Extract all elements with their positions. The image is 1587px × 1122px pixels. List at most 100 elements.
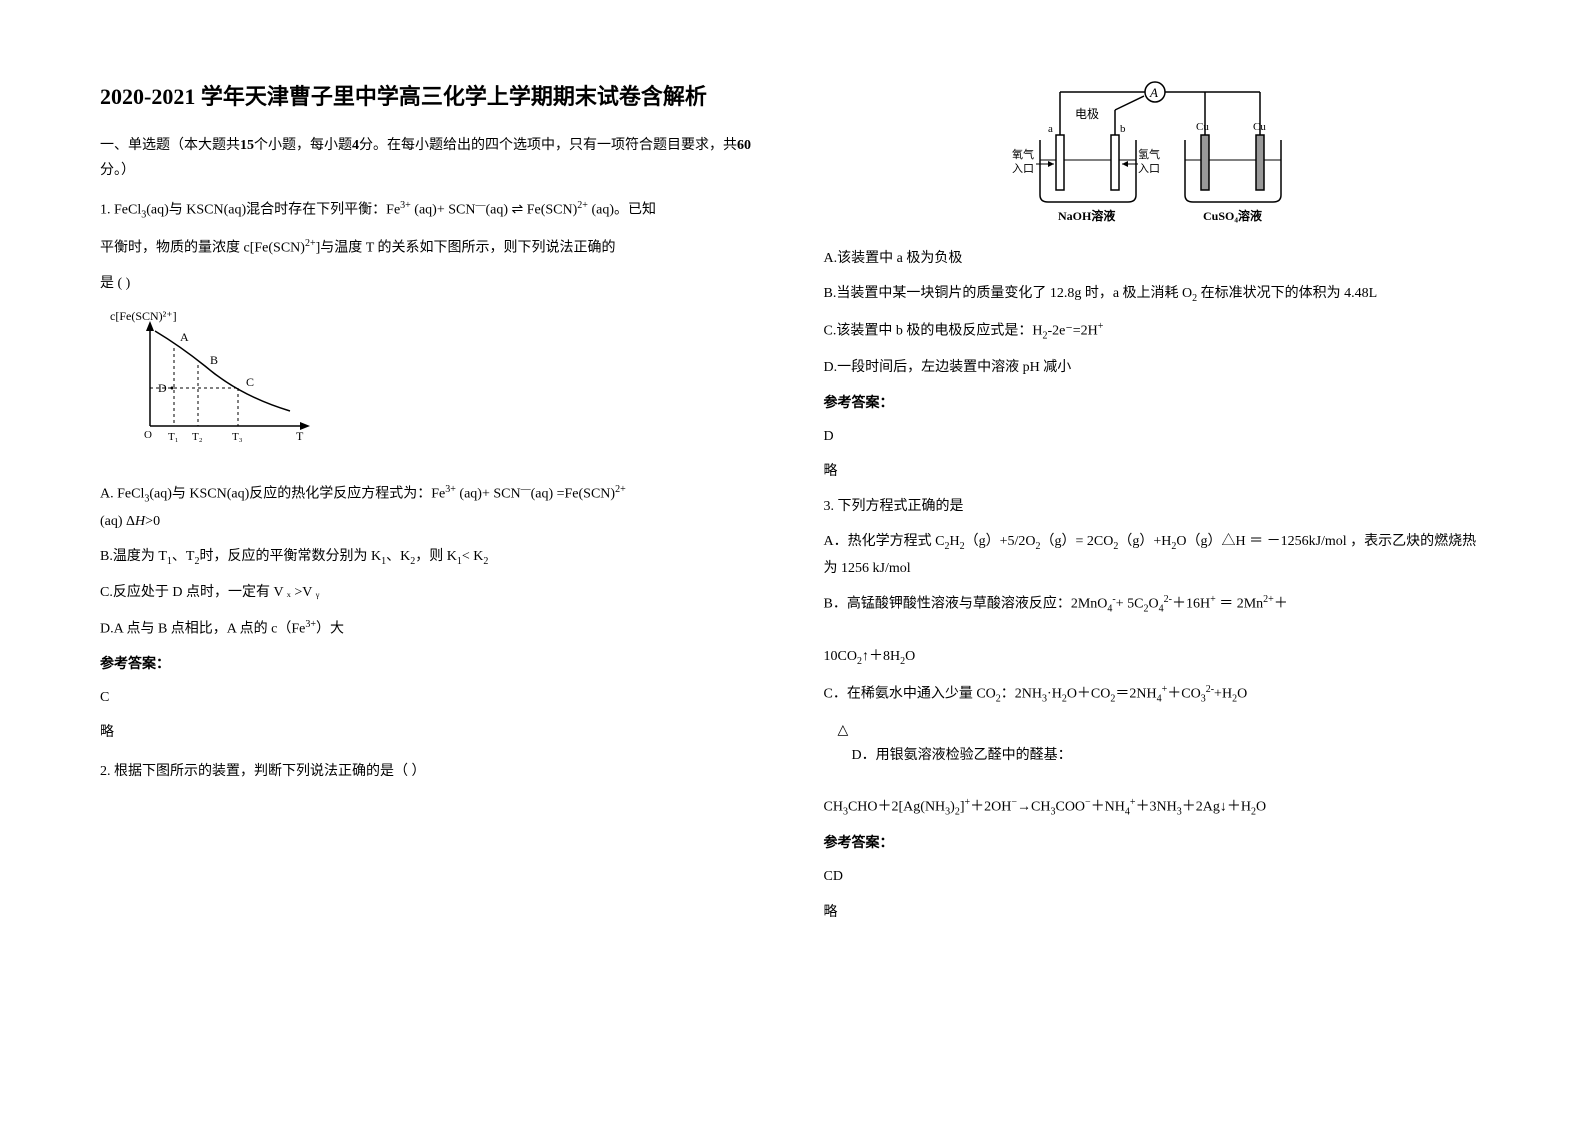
electrochemistry-diagram-icon: A 电极 a b Cu Cu 氧气 入口 氢气 入口 NaOH溶液 xyxy=(1010,80,1300,230)
ob3: 时，反应的平衡常数分别为 K xyxy=(199,549,381,564)
q3-t: 下列方程式正确的是 xyxy=(838,499,964,514)
sup-3p: 3+ xyxy=(400,200,411,211)
oa4: (aq) =Fe(SCN) xyxy=(531,487,616,502)
a3: （g）+5/2O xyxy=(965,534,1036,549)
svg-text:b: b xyxy=(1120,123,1126,135)
oa2: (aq)与 KSCN(aq)反应的热化学反应方程式为：Fe xyxy=(149,487,445,502)
q2c2: -2e⁻=2H xyxy=(1047,324,1097,339)
ylabel: c[Fe(SCN)²⁺] xyxy=(110,309,177,323)
q1-ans: C xyxy=(100,685,764,710)
b6: ＋ xyxy=(1274,597,1288,612)
sup-2p: 2+ xyxy=(577,200,588,211)
sec-mid1: 个小题，每小题 xyxy=(254,138,352,153)
left-column: 2020-2021 学年天津曹子里中学高三化学上学期期末试卷含解析 一、单选题（… xyxy=(100,80,764,1072)
b9: O xyxy=(905,649,915,664)
exam-title: 2020-2021 学年天津曹子里中学高三化学上学期期末试卷含解析 xyxy=(100,80,764,113)
svg-text:a: a xyxy=(1048,123,1053,135)
q3-opt-c: C．在稀氨水中通入少量 CO2：2NH3·H2O＋CO2＝2NH4+＋CO32-… xyxy=(824,681,1488,708)
sub2: 2 xyxy=(1192,293,1197,304)
sec-mid2: 分。在每小题给出的四个选项中，只有一项符合题目要求，共 xyxy=(359,138,737,153)
svg-text:T: T xyxy=(296,429,304,443)
sup3pc: 3+ xyxy=(305,619,316,630)
sc4: 4 xyxy=(1157,693,1162,704)
q1-t5: (aq)。已知 xyxy=(588,203,656,218)
svg-text:入口: 入口 xyxy=(1138,163,1160,175)
oa1: A. FeCl xyxy=(100,487,144,502)
svg-text:A: A xyxy=(1149,85,1158,100)
c5: ＝2NH xyxy=(1115,686,1156,701)
od2: ）大 xyxy=(316,621,344,636)
q1-t3: (aq)+ SCN xyxy=(411,203,476,218)
ob2: 、T xyxy=(172,549,195,564)
q1-text3: 是 ( ) xyxy=(100,271,764,296)
b1: B．高锰酸钾酸性溶液与草酸溶液反应：2MnO xyxy=(824,597,1108,612)
q3-ans: CD xyxy=(824,864,1488,889)
a5: （g）+H xyxy=(1118,534,1171,549)
ob6: < K xyxy=(462,549,484,564)
right-column: A 电极 a b Cu Cu 氧气 入口 氢气 入口 NaOH溶液 xyxy=(824,80,1488,1072)
q1-t1: FeCl xyxy=(114,203,141,218)
d10: ＋3NH xyxy=(1136,799,1177,814)
svg-text:氢气: 氢气 xyxy=(1138,147,1160,161)
a4: （g）= 2CO xyxy=(1040,534,1113,549)
c7: +H xyxy=(1214,686,1232,701)
supp: + xyxy=(1098,321,1104,332)
sup-m: — xyxy=(475,200,485,211)
svg-text:T₃: T₃ xyxy=(232,431,243,443)
triangle: △ xyxy=(824,718,849,743)
c6: ＋CO xyxy=(1167,686,1200,701)
sec-count: 15 xyxy=(240,138,254,153)
q1-graph: c[Fe(SCN)²⁺] A B C D O T₁ T₂ T₃ T xyxy=(110,306,764,465)
svg-text:A: A xyxy=(180,330,189,344)
concentration-temp-graph-icon: c[Fe(SCN)²⁺] A B C D O T₁ T₂ T₃ T xyxy=(110,306,330,456)
b5: ＝ 2Mn xyxy=(1216,597,1263,612)
b8: ↑＋8H xyxy=(862,649,900,664)
q2c1: C.该装置中 b 极的电极反应式是：H xyxy=(824,324,1043,339)
question-2-head: 2. 根据下图所示的装置，判断下列说法正确的是（ ） xyxy=(100,759,764,784)
svg-text:O: O xyxy=(144,429,152,441)
svg-text:氧气: 氧气 xyxy=(1012,147,1034,161)
svg-text:入口: 入口 xyxy=(1012,163,1034,175)
supmb: — xyxy=(521,484,531,495)
q2-num: 2. xyxy=(100,764,114,779)
s4b: 4 xyxy=(1159,604,1164,615)
s4: 4 xyxy=(1107,604,1112,615)
b3: O xyxy=(1148,597,1158,612)
b4: ＋16H xyxy=(1172,597,1210,612)
sec-suffix: 分。） xyxy=(100,163,135,178)
svg-text:T₁: T₁ xyxy=(168,431,179,443)
q1-num: 1. xyxy=(100,203,114,218)
b7: 10CO xyxy=(824,649,857,664)
q1-l2a: 平衡时，物质的量浓度 c[Fe(SCN) xyxy=(100,240,305,255)
q2-ans: D xyxy=(824,424,1488,449)
q3-text: 3. 下列方程式正确的是 xyxy=(824,494,1488,519)
q1-ans-label: 参考答案： xyxy=(100,652,764,677)
oa5: (aq) Δ xyxy=(100,514,135,529)
svg-text:CuSO₄溶液: CuSO₄溶液 xyxy=(1203,208,1262,223)
q3-opt-b: B．高锰酸钾酸性溶液与草酸溶液反应：2MnO4-+ 5C2O42-＋16H+ ＝… xyxy=(824,591,1488,670)
question-3: 3. 下列方程式正确的是 A．热化学方程式 C2H2（g）+5/2O2（g）= … xyxy=(824,494,1488,925)
q2b1: B.当装置中某一块铜片的质量变化了 12.8g 时，a 极上消耗 O xyxy=(824,286,1193,301)
b2: + 5C xyxy=(1116,597,1144,612)
q3-num: 3. xyxy=(824,499,838,514)
d11: ＋2Ag↓＋H xyxy=(1182,799,1251,814)
sec-total: 60 xyxy=(737,138,751,153)
q1-omit: 略 xyxy=(100,720,764,745)
q1-opt-b: B.温度为 T1、T2时，反应的平衡常数分别为 K1、K2，则 K1< K2 xyxy=(100,544,764,571)
q2-omit: 略 xyxy=(824,459,1488,484)
q1-opt-d: D.A 点与 B 点相比，A 点的 c（Fe3+）大 xyxy=(100,616,764,642)
q2-opt-a: A.该装置中 a 极为负极 xyxy=(824,246,1488,271)
d7: →CH xyxy=(1017,799,1050,814)
c8: O xyxy=(1237,686,1247,701)
ob5: ，则 K xyxy=(415,549,457,564)
d8: COO xyxy=(1055,799,1085,814)
a2: H xyxy=(949,534,959,549)
q2b2: 在标准状况下的体积为 4.48L xyxy=(1201,286,1378,301)
sc3b: 3 xyxy=(1201,693,1206,704)
sup-2p2: 2+ xyxy=(305,238,316,249)
q1-l2b: ]与温度 T 的关系如下图所示，则下列说法正确的 xyxy=(316,240,616,255)
q2-ans-label: 参考答案： xyxy=(824,391,1488,416)
s2p: 2+ xyxy=(1263,594,1274,605)
d6: ＋2OH xyxy=(970,799,1011,814)
q3-ans-label: 参考答案： xyxy=(824,831,1488,856)
